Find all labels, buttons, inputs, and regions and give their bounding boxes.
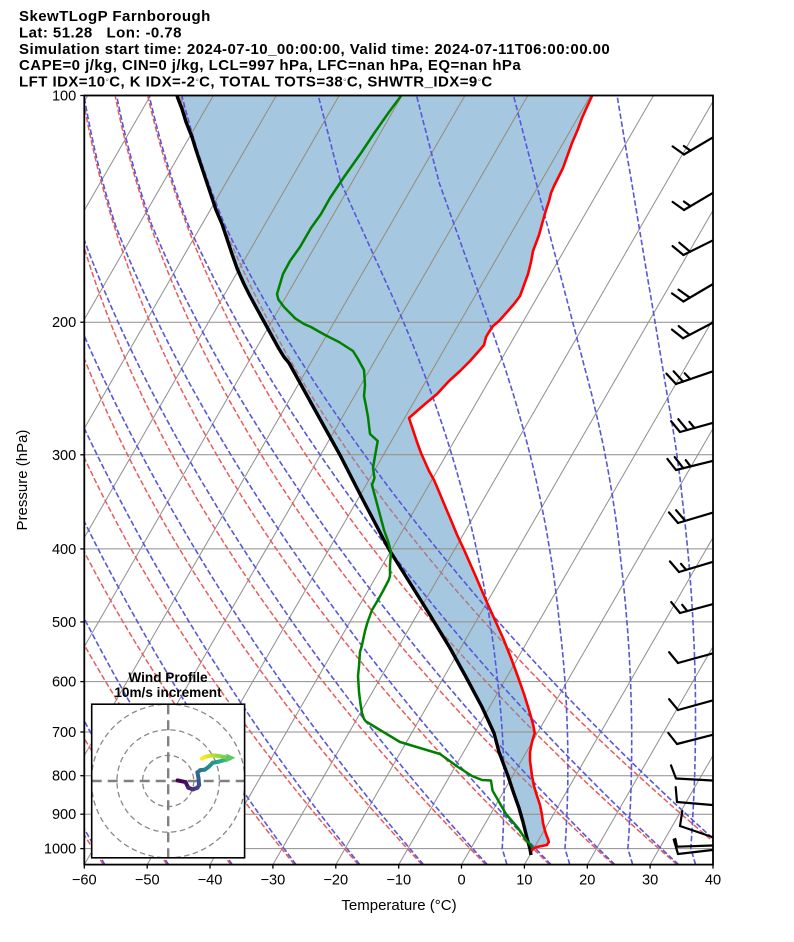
svg-text:10m/s increment: 10m/s increment [114, 685, 222, 700]
svg-text:900: 900 [52, 807, 76, 823]
svg-text:Pressure (hPa): Pressure (hPa) [14, 430, 31, 531]
svg-text:700: 700 [52, 725, 76, 741]
svg-text:Temperature (°C): Temperature (°C) [341, 897, 456, 914]
svg-text:200: 200 [52, 315, 76, 331]
svg-text:30: 30 [642, 872, 658, 888]
svg-text:Simulation start time: 2024-07: Simulation start time: 2024-07-10_00:00:… [19, 41, 610, 58]
svg-text:−10: −10 [386, 872, 411, 888]
svg-text:LFT IDX=10◦C, K IDX=-2◦C, TOTA: LFT IDX=10◦C, K IDX=-2◦C, TOTAL TOTS=38◦… [19, 74, 493, 91]
svg-text:SkewTLogP Farnborough: SkewTLogP Farnborough [19, 8, 211, 25]
svg-text:0: 0 [457, 872, 465, 888]
svg-text:300: 300 [52, 448, 76, 464]
svg-text:−40: −40 [198, 872, 223, 888]
svg-text:600: 600 [52, 675, 76, 691]
svg-text:100: 100 [52, 89, 76, 105]
svg-text:10: 10 [516, 872, 532, 888]
svg-text:500: 500 [52, 615, 76, 631]
svg-text:−60: −60 [72, 872, 97, 888]
svg-text:400: 400 [52, 542, 76, 558]
svg-text:−20: −20 [323, 872, 348, 888]
svg-text:−30: −30 [261, 872, 286, 888]
svg-text:800: 800 [52, 769, 76, 785]
svg-text:Lat: 51.28 Lon: -0.78: Lat: 51.28 Lon: -0.78 [19, 24, 182, 41]
svg-text:1000: 1000 [44, 842, 76, 858]
svg-text:Wind Profile: Wind Profile [128, 670, 208, 685]
svg-text:20: 20 [579, 872, 595, 888]
svg-text:CAPE=0 j/kg, CIN=0 j/kg, LCL=9: CAPE=0 j/kg, CIN=0 j/kg, LCL=997 hPa, LF… [19, 57, 521, 74]
svg-text:−50: −50 [135, 872, 160, 888]
svg-text:40: 40 [705, 872, 721, 888]
